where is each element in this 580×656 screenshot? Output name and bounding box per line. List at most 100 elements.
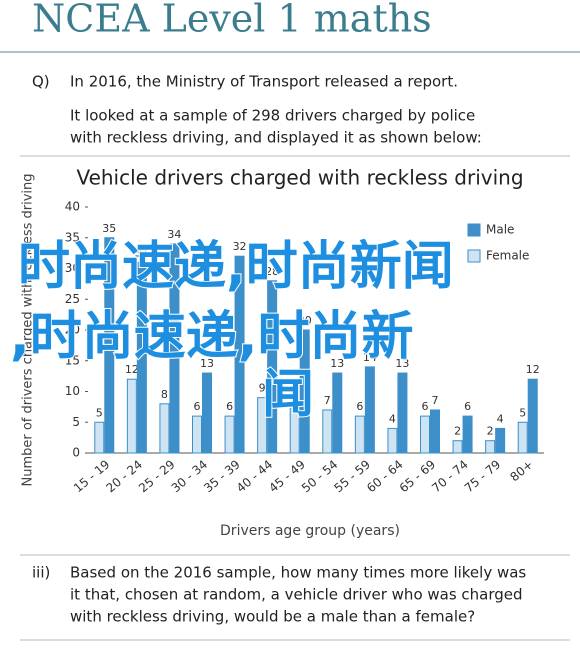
y-tick-label: 25: [65, 292, 80, 306]
value-label: 28: [265, 265, 279, 278]
bar: [136, 261, 147, 454]
legend-swatch: [467, 223, 481, 237]
watermark-text: 闻: [262, 365, 314, 425]
watermark: 时尚速递,时尚新闻 ,时尚速递,时尚新 闻: [9, 236, 455, 426]
legend-label: Male: [486, 223, 514, 237]
x-tick-label: 45 - 49: [266, 457, 308, 495]
value-label: 35: [102, 222, 116, 235]
y-tick-label: 40: [65, 200, 80, 214]
bar: [289, 403, 300, 454]
y-axis-label: Number of drivers charged with reckless …: [21, 173, 36, 486]
question-line: It looked at a sample of 298 drivers cha…: [70, 107, 475, 125]
y-tick-label: 30: [65, 261, 80, 275]
bar: [387, 427, 398, 454]
value-label: 5: [96, 406, 103, 419]
bar: [94, 421, 105, 454]
bar: [267, 280, 278, 454]
part-line: it that, chosen at random, a vehicle dri…: [70, 586, 523, 604]
bar: [517, 421, 528, 454]
y-tick-label: 5: [72, 415, 80, 429]
y-tick-label: 10: [65, 384, 80, 398]
bar: [169, 243, 180, 454]
bar: [527, 378, 538, 454]
x-tick-label: 65 - 69: [397, 457, 439, 495]
x-tick-label: 40 - 44: [234, 457, 276, 495]
bar: [354, 415, 365, 454]
part-line: with reckless driving, would be a male t…: [70, 608, 475, 626]
header-title: NCEA Level 1 maths: [32, 0, 432, 41]
value-label: 13: [200, 357, 214, 370]
x-tick-label: 75 - 79: [462, 457, 504, 495]
x-tick-label: 60 - 64: [364, 457, 406, 495]
bar: [192, 415, 202, 454]
value-label: 9: [259, 382, 266, 395]
x-tick-label: 25 - 29: [136, 457, 178, 495]
x-tick-label: 80+: [507, 457, 535, 484]
legend-swatch: [467, 249, 481, 263]
watermark-text: ,时尚速递,时尚新: [10, 307, 414, 367]
value-label: 2: [487, 425, 494, 438]
x-tick-label: 55 - 59: [331, 457, 373, 495]
bar: [397, 372, 408, 454]
bar: [202, 372, 212, 454]
y-tick-label: 20: [65, 323, 80, 337]
bar: [126, 378, 137, 454]
value-label: 20: [298, 314, 312, 327]
part-label: iii): [32, 564, 50, 582]
x-tick-label: 15 - 19: [71, 457, 113, 495]
value-label: 7: [324, 394, 331, 407]
bar: [257, 397, 268, 454]
value-label: 12: [526, 363, 540, 376]
bar: [364, 366, 375, 454]
value-label: 13: [330, 357, 344, 370]
y-tick-label: 35: [65, 230, 80, 244]
question-line: with reckless driving, and displayed it …: [70, 129, 482, 147]
value-label: 12: [125, 363, 139, 376]
value-label: 8: [291, 388, 298, 401]
bar: [462, 415, 473, 454]
value-label: 14: [363, 351, 377, 364]
value-label: 34: [167, 228, 181, 241]
bar: [430, 409, 440, 454]
value-label: 13: [395, 357, 409, 370]
value-label: 6: [194, 400, 201, 413]
value-label: 6: [226, 400, 233, 413]
value-label: 6: [464, 400, 471, 413]
y-tick-label: 15: [65, 353, 80, 367]
value-label: 4: [497, 412, 504, 425]
value-label: 32: [233, 240, 247, 253]
question-label: Q): [32, 73, 50, 91]
question-line: In 2016, the Ministry of Transport relea…: [70, 73, 458, 91]
x-tick-label: 70 - 74: [429, 457, 471, 495]
bar: [322, 409, 333, 454]
bar: [420, 415, 430, 454]
bar: [104, 237, 115, 454]
bar: [224, 415, 235, 454]
bar: [332, 372, 343, 454]
y-tick-label: 0: [72, 446, 80, 460]
part-line: Based on the 2016 sample, how many times…: [70, 564, 526, 582]
value-label: 6: [356, 400, 363, 413]
value-label: 7: [432, 394, 439, 407]
bar: [495, 427, 506, 454]
value-label: 6: [422, 400, 429, 413]
bar: [234, 255, 245, 454]
x-tick-label: 35 - 39: [201, 457, 243, 495]
x-tick-label: 20 - 24: [103, 457, 145, 495]
chart-title: Vehicle drivers charged with reckless dr…: [76, 166, 523, 190]
value-label: 31: [135, 246, 149, 259]
bar: [485, 440, 496, 454]
value-label: 8: [161, 388, 168, 401]
bar: [159, 403, 170, 454]
x-axis-label: Drivers age group (years): [220, 523, 400, 539]
legend-label: Female: [486, 249, 529, 263]
x-tick-label: 50 - 54: [299, 457, 341, 495]
value-label: 5: [519, 406, 526, 419]
x-tick-label: 30 - 34: [169, 457, 211, 495]
value-label: 4: [389, 412, 396, 425]
bar: [452, 440, 463, 454]
bar: [299, 329, 310, 454]
value-label: 2: [454, 425, 461, 438]
watermark-text: 时尚速递,时尚新闻: [18, 237, 454, 297]
